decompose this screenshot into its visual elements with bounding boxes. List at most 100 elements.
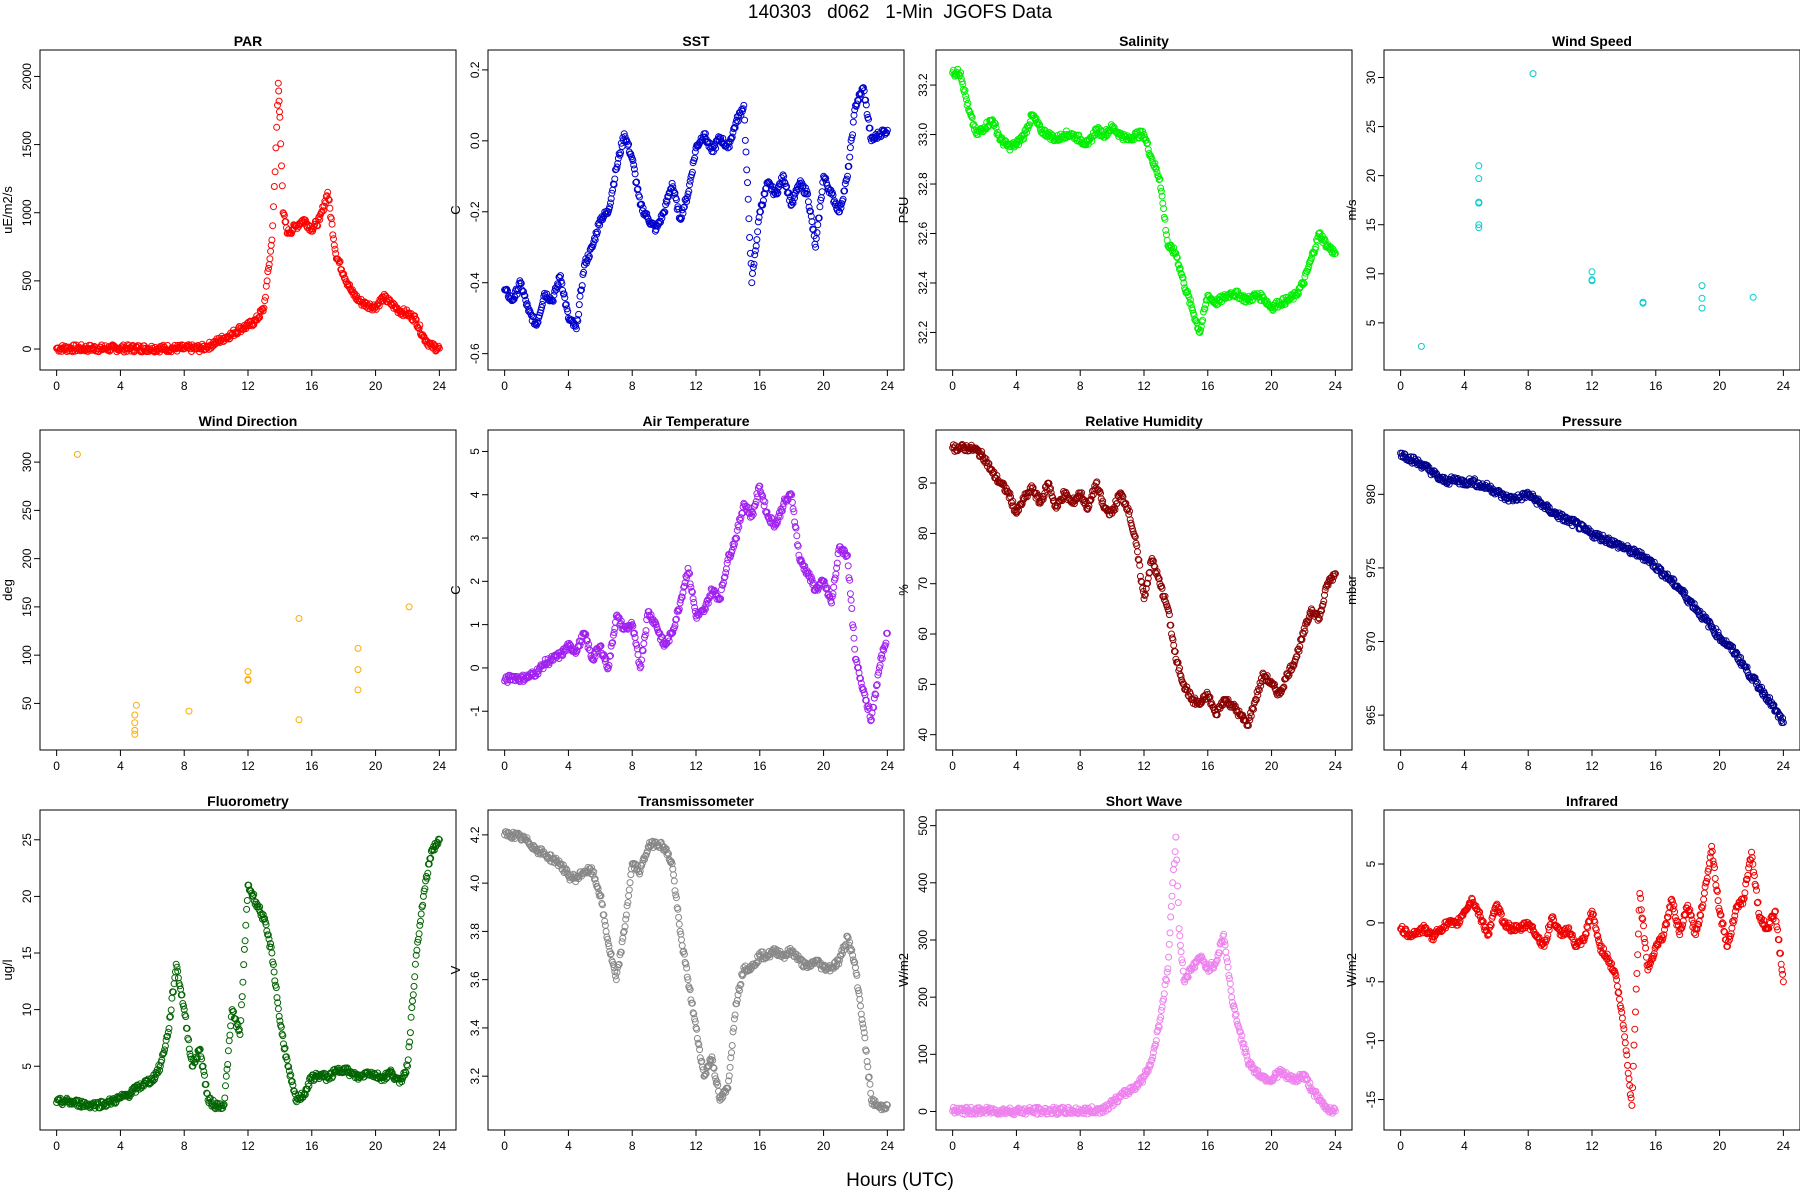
data-point bbox=[733, 526, 741, 534]
data-point bbox=[735, 523, 743, 531]
data-point bbox=[528, 843, 535, 851]
data-point bbox=[678, 214, 685, 222]
data-point bbox=[1006, 489, 1014, 497]
data-point bbox=[267, 943, 275, 951]
data-point bbox=[1152, 164, 1160, 172]
data-point bbox=[401, 1068, 409, 1076]
data-point bbox=[723, 559, 731, 567]
x-tick-label: 12 bbox=[241, 379, 255, 393]
data-point bbox=[126, 1092, 134, 1100]
data-point bbox=[827, 597, 835, 605]
data-point bbox=[597, 892, 605, 900]
data-point bbox=[1025, 122, 1033, 130]
data-point bbox=[162, 1036, 170, 1044]
data-point bbox=[1015, 506, 1023, 514]
data-point bbox=[704, 599, 712, 607]
data-point bbox=[730, 543, 738, 551]
data-point bbox=[323, 192, 331, 200]
data-point bbox=[954, 65, 962, 73]
data-point bbox=[521, 292, 529, 300]
data-point bbox=[1173, 253, 1181, 261]
x-tick-label: 4 bbox=[1013, 379, 1020, 393]
data-point bbox=[863, 111, 871, 118]
data-point bbox=[815, 214, 823, 222]
data-point bbox=[725, 143, 733, 151]
data-point bbox=[1070, 500, 1078, 508]
data-point bbox=[1189, 306, 1197, 314]
data-point bbox=[289, 226, 297, 234]
data-point bbox=[202, 1080, 210, 1088]
data-point bbox=[728, 133, 736, 141]
x-tick-label: 16 bbox=[1201, 759, 1215, 773]
data-point bbox=[1199, 316, 1207, 324]
data-point bbox=[176, 982, 184, 990]
data-point bbox=[1231, 702, 1239, 710]
data-point bbox=[962, 1103, 970, 1111]
data-point bbox=[661, 208, 669, 216]
data-point bbox=[1007, 499, 1015, 507]
data-point bbox=[1779, 714, 1787, 722]
data-point bbox=[404, 1056, 412, 1064]
data-point bbox=[688, 588, 696, 596]
data-point bbox=[278, 182, 286, 190]
data-point bbox=[1167, 913, 1175, 921]
y-tick-label: 32.4 bbox=[916, 271, 930, 295]
data-point bbox=[1110, 507, 1118, 515]
data-point bbox=[248, 322, 256, 330]
data-point bbox=[628, 153, 635, 161]
data-point bbox=[267, 247, 275, 255]
data-point bbox=[1440, 473, 1448, 481]
data-point bbox=[1157, 1013, 1165, 1021]
data-point bbox=[406, 1038, 414, 1046]
data-point bbox=[851, 106, 859, 114]
data-point bbox=[739, 971, 747, 978]
data-point bbox=[1075, 131, 1083, 139]
data-point bbox=[680, 583, 688, 591]
data-point bbox=[206, 1095, 214, 1103]
data-point bbox=[866, 124, 874, 132]
series-fluorometry bbox=[53, 835, 443, 1113]
data-point bbox=[832, 570, 840, 578]
data-point bbox=[792, 524, 800, 532]
data-point bbox=[169, 988, 177, 996]
data-point bbox=[759, 201, 767, 209]
data-point bbox=[575, 310, 583, 318]
y-tick-label: 50 bbox=[916, 677, 930, 691]
data-point bbox=[728, 1049, 735, 1057]
data-point bbox=[403, 1061, 411, 1069]
data-point bbox=[1046, 485, 1054, 493]
data-point bbox=[857, 1010, 865, 1018]
data-point bbox=[1176, 664, 1183, 672]
data-point bbox=[268, 236, 276, 244]
x-tick-label: 4 bbox=[117, 759, 124, 773]
x-tick-label: 20 bbox=[369, 1139, 383, 1153]
data-point bbox=[854, 987, 862, 995]
y-tick-label: 300 bbox=[916, 930, 930, 950]
data-point bbox=[851, 959, 859, 966]
data-point bbox=[1137, 577, 1145, 585]
data-point bbox=[183, 1024, 191, 1032]
x-tick-label: 12 bbox=[241, 1139, 255, 1153]
data-point bbox=[1051, 502, 1059, 510]
data-point bbox=[265, 261, 273, 269]
data-point bbox=[717, 1095, 725, 1103]
data-point bbox=[283, 1056, 291, 1064]
y-tick-label: 100 bbox=[916, 1044, 930, 1064]
data-point bbox=[1221, 941, 1229, 949]
data-point bbox=[701, 130, 709, 138]
data-point bbox=[809, 225, 817, 233]
data-point bbox=[1197, 326, 1204, 334]
data-point bbox=[1150, 562, 1158, 570]
data-point bbox=[1151, 160, 1159, 167]
data-point bbox=[866, 713, 874, 721]
data-point bbox=[1227, 987, 1235, 995]
data-point bbox=[1131, 532, 1139, 540]
data-point bbox=[200, 1068, 208, 1075]
data-point bbox=[1157, 184, 1165, 192]
data-point bbox=[750, 260, 758, 268]
data-point bbox=[991, 119, 999, 127]
data-point bbox=[625, 892, 633, 900]
data-point bbox=[680, 950, 688, 958]
data-point bbox=[1189, 964, 1197, 972]
